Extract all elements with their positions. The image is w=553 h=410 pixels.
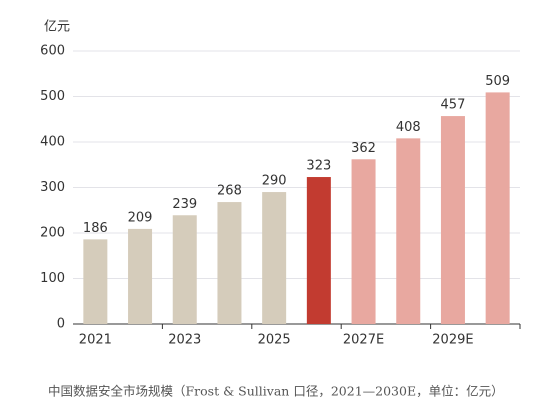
bar [128,228,153,324]
y-tick-label: 400 [40,135,65,150]
bar [306,177,331,324]
data-label: 239 [172,197,197,212]
y-tick-label: 200 [40,226,65,241]
data-label: 408 [396,120,421,135]
y-tick-label: 500 [40,89,65,104]
data-label: 268 [217,184,242,199]
y-tick-label: 100 [40,271,65,286]
x-tick-label: 2021 [79,333,112,348]
bar [262,192,287,324]
data-label: 457 [441,98,466,113]
y-tick-label: 300 [40,180,65,195]
x-tick-label: 2029E [432,333,473,348]
caption: 中国数据安全市场规模（Frost & Sullivan 口径，2021—2030… [48,384,504,399]
bar [440,116,465,324]
data-label: 323 [306,159,331,174]
bar [83,239,108,324]
data-label: 509 [485,74,510,89]
x-tick-label: 2025 [258,333,291,348]
bar [172,215,197,324]
bar [396,138,421,324]
y-tick-label: 0 [57,317,65,332]
data-label: 209 [128,210,153,225]
bar [485,92,510,324]
y-axis-label: 亿元 [44,20,70,35]
x-tick-label: 2027E [343,333,384,348]
bar [351,159,376,324]
data-label: 186 [83,221,108,236]
y-tick-label: 600 [40,44,65,59]
x-tick-label: 2023 [168,333,201,348]
bar [217,202,242,324]
data-label: 290 [262,174,287,189]
data-label: 362 [351,141,376,156]
